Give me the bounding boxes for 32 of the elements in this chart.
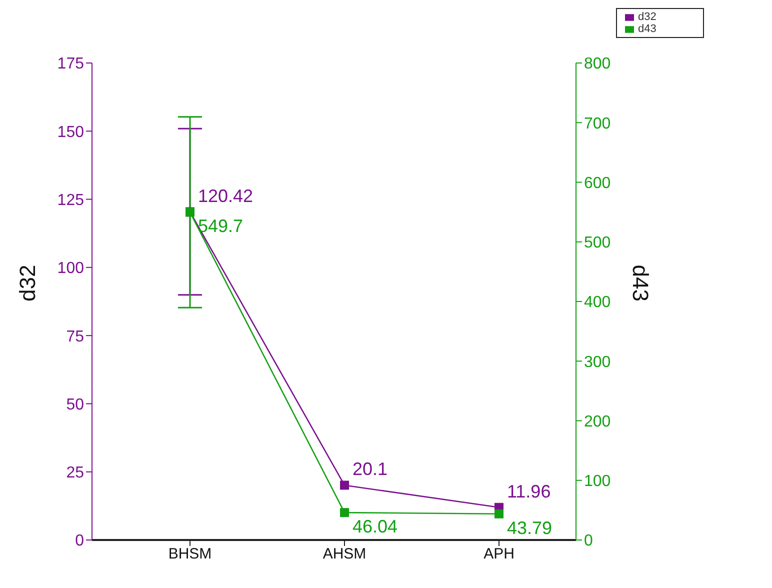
y-tick-label: 0 bbox=[75, 532, 84, 550]
y-axis-title: d32 bbox=[14, 264, 40, 302]
y2-tick-label: 500 bbox=[584, 234, 611, 252]
y2-tick-label: 0 bbox=[584, 532, 593, 550]
y2-tick-label: 400 bbox=[584, 294, 611, 312]
y2-axis-title: d43 bbox=[628, 264, 654, 302]
y2-tick-label: 200 bbox=[584, 413, 611, 430]
data-label: 120.42 bbox=[198, 186, 254, 206]
data-label: 20.1 bbox=[352, 459, 388, 480]
y-tick-label: 125 bbox=[57, 192, 84, 209]
data-label: 11.96 bbox=[507, 481, 551, 502]
y-tick-label: 150 bbox=[57, 124, 84, 141]
point bbox=[494, 509, 504, 518]
y2-tick-label: 100 bbox=[584, 473, 611, 490]
y2-tick-label: 300 bbox=[584, 354, 611, 371]
y2-tick-label: 700 bbox=[584, 115, 611, 132]
y2-tick-label: 800 bbox=[584, 56, 611, 73]
x-tick-label: BHSM bbox=[168, 546, 212, 563]
x-tick-label: AHSM bbox=[322, 546, 366, 563]
point bbox=[340, 508, 349, 518]
data-label: 46.04 bbox=[352, 516, 398, 537]
y-tick-label: 175 bbox=[57, 56, 84, 73]
y-tick-label: 50 bbox=[66, 396, 84, 414]
legend-label: d32 bbox=[638, 11, 656, 23]
legend-label: d43 bbox=[638, 23, 656, 35]
data-label: 549.7 bbox=[198, 216, 244, 236]
y2-tick-label: 600 bbox=[584, 174, 611, 192]
x-tick-label: APH bbox=[484, 546, 514, 563]
data-label: 43.79 bbox=[507, 518, 552, 538]
y-tick-label: 75 bbox=[66, 328, 84, 346]
y-tick-label: 100 bbox=[57, 260, 84, 278]
y-tick-label: 25 bbox=[66, 464, 84, 482]
